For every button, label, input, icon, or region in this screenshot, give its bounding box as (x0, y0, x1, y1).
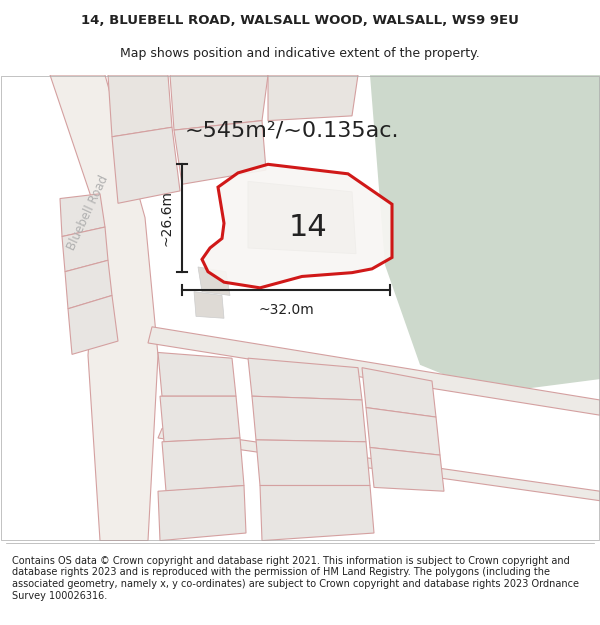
Text: Map shows position and indicative extent of the property.: Map shows position and indicative extent… (120, 48, 480, 61)
Polygon shape (366, 408, 440, 455)
Polygon shape (65, 260, 112, 309)
Polygon shape (202, 164, 392, 288)
Polygon shape (162, 438, 244, 491)
Polygon shape (108, 75, 172, 137)
Polygon shape (362, 368, 436, 417)
Polygon shape (148, 327, 600, 415)
Polygon shape (370, 75, 600, 393)
Polygon shape (252, 396, 366, 442)
Polygon shape (112, 127, 180, 203)
Polygon shape (170, 75, 268, 130)
Text: Contains OS data © Crown copyright and database right 2021. This information is : Contains OS data © Crown copyright and d… (12, 556, 579, 601)
Polygon shape (248, 358, 362, 400)
Polygon shape (160, 396, 240, 442)
Polygon shape (158, 486, 246, 541)
Text: 14, BLUEBELL ROAD, WALSALL WOOD, WALSALL, WS9 9EU: 14, BLUEBELL ROAD, WALSALL WOOD, WALSALL… (81, 14, 519, 28)
Polygon shape (158, 352, 236, 396)
Polygon shape (62, 227, 108, 272)
Text: ~32.0m: ~32.0m (258, 303, 314, 317)
Text: ~26.6m: ~26.6m (160, 190, 174, 246)
Polygon shape (50, 75, 158, 541)
Polygon shape (68, 296, 118, 354)
Polygon shape (174, 121, 266, 184)
Polygon shape (248, 181, 356, 254)
Polygon shape (198, 267, 230, 296)
Polygon shape (370, 448, 444, 491)
Text: ~545m²/~0.135ac.: ~545m²/~0.135ac. (185, 120, 399, 140)
Polygon shape (60, 194, 105, 236)
Polygon shape (268, 75, 358, 121)
Text: Bluebell Road: Bluebell Road (65, 173, 111, 253)
Polygon shape (194, 292, 224, 318)
Polygon shape (256, 440, 370, 486)
Text: 14: 14 (289, 213, 328, 241)
Polygon shape (158, 429, 600, 501)
Polygon shape (260, 486, 374, 541)
